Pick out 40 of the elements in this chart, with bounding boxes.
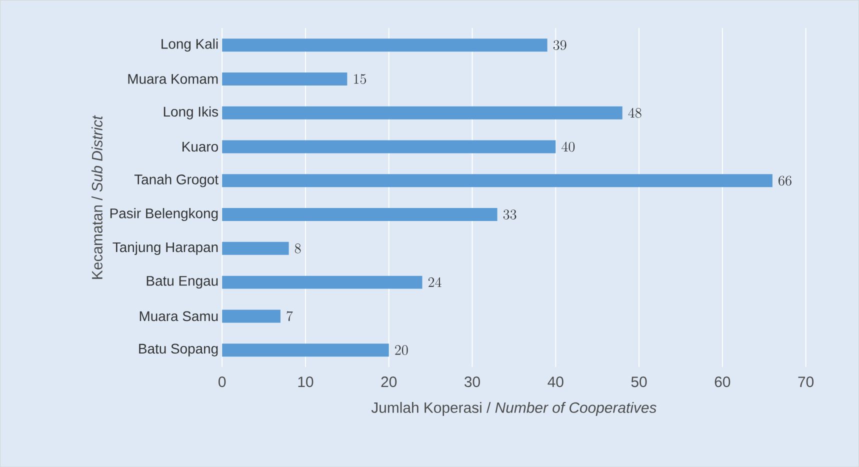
data-label: 8 <box>294 243 301 254</box>
bar <box>222 276 422 289</box>
data-label: 33 <box>503 210 516 220</box>
bar <box>222 208 498 221</box>
data-label: 20 <box>395 345 408 355</box>
data-label: 24 <box>428 277 442 287</box>
bar <box>222 38 548 52</box>
y-axis-title: Kecamatan / Sub District <box>92 115 102 279</box>
x-tick-label: 60 <box>714 376 730 388</box>
x-tick-label: 10 <box>298 376 314 388</box>
data-label: 15 <box>354 74 366 84</box>
x-tick-label: 0 <box>218 376 226 388</box>
bar <box>222 174 772 188</box>
y-tick-label: Muara Komam <box>128 74 218 84</box>
bar <box>222 242 289 255</box>
x-tick-label: 30 <box>464 376 480 388</box>
y-tick-label: Batu Sopang <box>139 344 218 356</box>
bar <box>222 310 280 323</box>
data-label: 40 <box>562 142 575 152</box>
x-tick-label: 70 <box>798 376 814 388</box>
data-label: 39 <box>553 40 566 50</box>
y-tick-label: Long Kali <box>162 38 218 52</box>
bar <box>222 106 622 120</box>
y-tick-label: Tanah Grogot <box>134 174 218 188</box>
data-label: 66 <box>778 176 792 186</box>
data-label: 48 <box>628 108 642 118</box>
y-tick-label: Long Ikis <box>164 106 218 120</box>
data-label: 7 <box>286 311 293 322</box>
y-tick-label: Muara Samu <box>140 311 218 322</box>
bar <box>222 344 389 356</box>
bar <box>222 72 348 86</box>
x-tick-label: 50 <box>631 376 647 388</box>
x-axis-title: Jumlah Koperasi / Number of Cooperatives <box>371 402 656 416</box>
x-tick-label: 40 <box>548 376 564 388</box>
x-tick-label: 20 <box>381 376 397 388</box>
y-tick-label: Batu Engau <box>146 276 218 288</box>
y-tick-label: Tanjung Harapan <box>112 242 218 255</box>
y-tick-label: Pasir Belengkong <box>110 208 218 221</box>
y-tick-label: Kuaro <box>182 142 218 152</box>
bar <box>222 140 556 154</box>
